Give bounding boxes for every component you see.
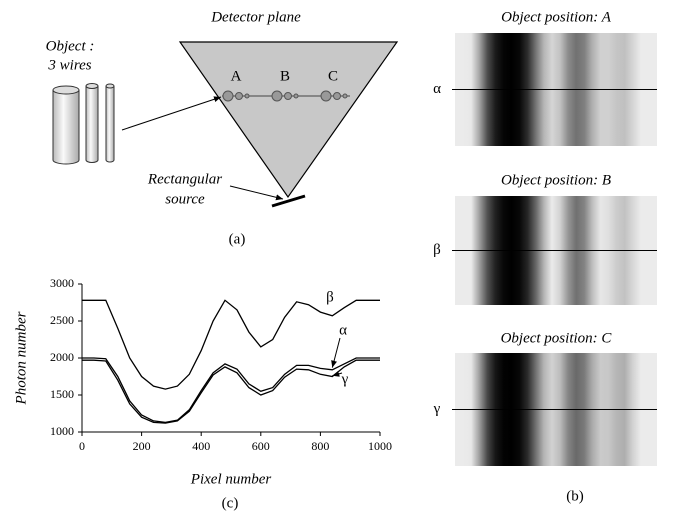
- y-tick-label: 2500: [50, 313, 74, 327]
- panel-symbol: α: [433, 81, 441, 97]
- detector-label: Detector plane: [210, 9, 301, 25]
- beam-cone: [178, 41, 399, 199]
- x-tick-label: 200: [133, 439, 151, 453]
- series-label: γ: [341, 371, 349, 387]
- panel-symbol: β: [433, 242, 441, 258]
- object-label: 3 wires: [47, 57, 91, 73]
- arrow: [121, 96, 222, 131]
- y-tick-label: 3000: [50, 276, 74, 290]
- y-tick-label: 2000: [50, 350, 74, 364]
- point-label: A: [231, 68, 242, 84]
- series-label: β: [326, 289, 334, 305]
- y-axis-label: Photon number: [13, 311, 29, 405]
- x-tick-label: 600: [252, 439, 270, 453]
- arrow: [331, 337, 341, 368]
- panel-title: Object position: A: [501, 9, 612, 25]
- panels: Object position: A α Object position: B β Ob…: [433, 9, 657, 466]
- wire-shadows: [222, 90, 348, 102]
- line: [82, 299, 380, 390]
- panel-title: Object position: C: [501, 330, 613, 346]
- caption: (a): [229, 231, 246, 247]
- point-label: B: [280, 68, 290, 84]
- series-label: α: [339, 322, 347, 338]
- y-tick-label: 1000: [50, 424, 74, 438]
- x-axis-label: Pixel number: [190, 471, 272, 487]
- diagram: Detector plane A B C Object : 3 wires Re…: [46, 9, 399, 247]
- point-label: C: [328, 68, 338, 84]
- arrow: [332, 370, 343, 377]
- wires: [52, 83, 115, 165]
- y-tick-label: 1500: [50, 387, 74, 401]
- source-label: Rectangular: [147, 171, 222, 187]
- x-tick-label: 800: [311, 439, 329, 453]
- arrow: [229, 185, 284, 201]
- panel-symbol: γ: [433, 401, 441, 417]
- line: [82, 357, 380, 424]
- line: [82, 359, 380, 424]
- source-label: source: [165, 191, 205, 207]
- x-tick-label: 1000: [368, 439, 392, 453]
- chart: 1000 1500 2000 2500 3000 0 200 400 600 800 1000 Pix…: [13, 276, 392, 512]
- x-tick-label: 0: [79, 439, 85, 453]
- x-tick-label: 400: [192, 439, 210, 453]
- caption: (b): [566, 488, 584, 504]
- caption: (c): [222, 495, 239, 511]
- source: [271, 194, 306, 208]
- panel-title: Object position: B: [501, 172, 611, 188]
- object-label: Object :: [46, 38, 95, 54]
